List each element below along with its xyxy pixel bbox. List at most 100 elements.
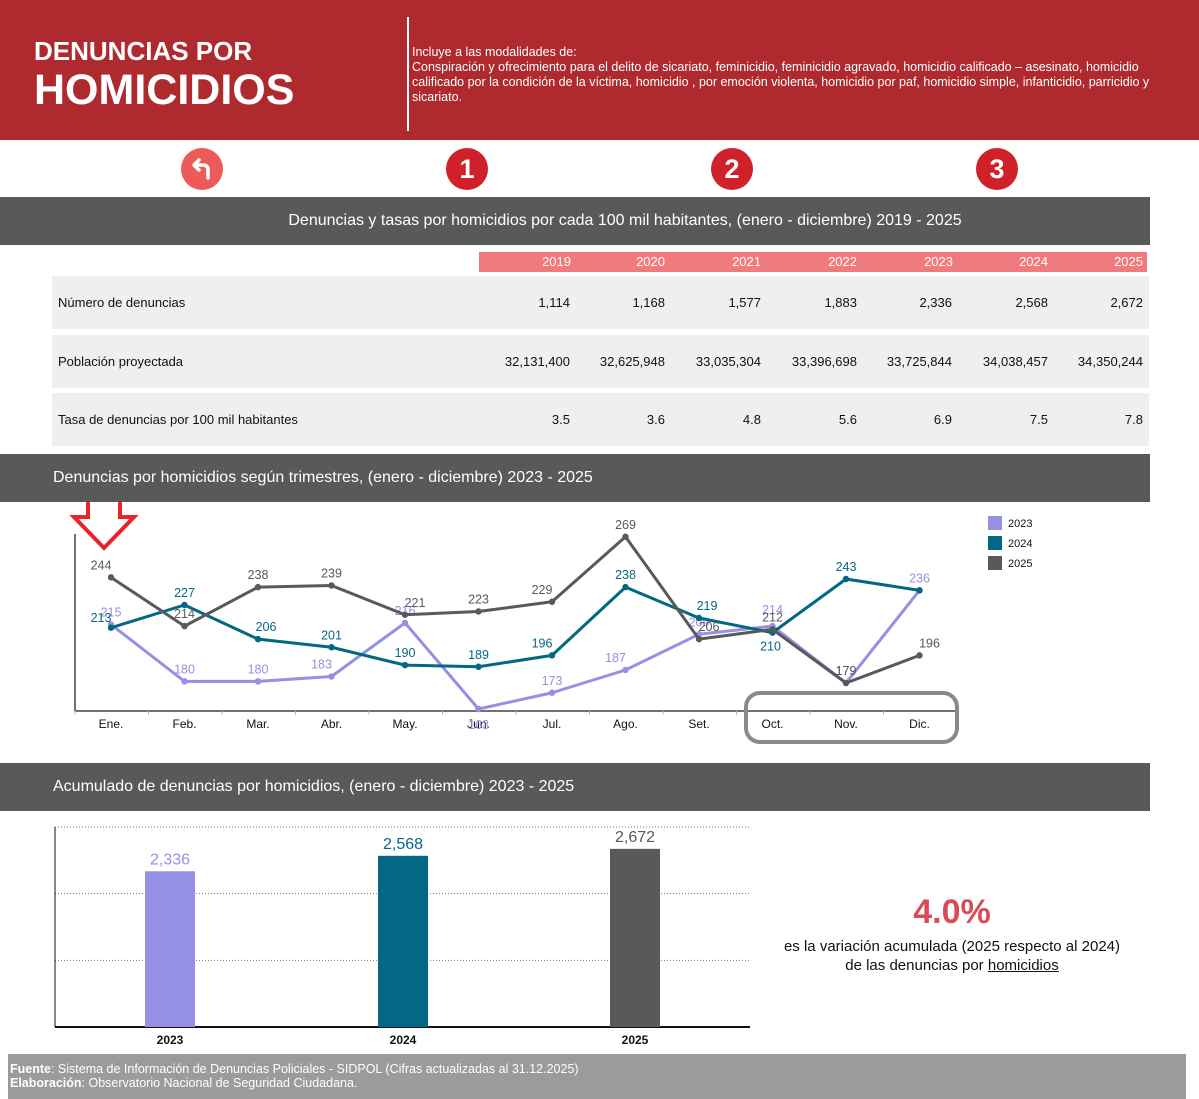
table-cell: 32,131,400 [504, 354, 570, 369]
data-label-2025: 238 [248, 568, 269, 582]
bar-2024 [378, 855, 428, 1027]
data-point-2023 [401, 619, 409, 627]
data-label-2024: 196 [532, 636, 553, 650]
data-point-2025 [548, 598, 556, 605]
table-cell: 7.5 [1029, 412, 1048, 427]
table-cell: 2,568 [1015, 295, 1048, 310]
credit-text: : Observatorio Nacional de Seguridad Ciu… [81, 1076, 358, 1090]
data-label-2024: 190 [395, 646, 416, 660]
data-label-2023: 187 [605, 651, 626, 665]
data-label-2024: 189 [468, 648, 489, 662]
legend-label: 2025 [1008, 558, 1032, 570]
return-arrow-icon [192, 158, 210, 180]
table-cell: 4.8 [742, 412, 761, 427]
data-point-2024 [916, 587, 923, 594]
data-label-2024: 213 [91, 611, 112, 625]
legend-label: 2024 [1008, 538, 1032, 550]
data-label-2023: 163 [468, 718, 489, 732]
x-tick-label: Mar. [246, 717, 269, 731]
table-cell: 1,114 [538, 295, 570, 310]
table-cell: 32,625,948 [599, 354, 665, 369]
data-label-2023: 179 [836, 664, 857, 678]
data-point-2024 [181, 601, 188, 609]
kpi-text-line2: de las denuncias por homicidios [760, 956, 1144, 975]
nav-button-2[interactable]: 2 [711, 148, 753, 190]
back-button[interactable] [181, 148, 223, 190]
data-label-2024: 201 [321, 628, 342, 642]
legend-label: 2023 [1008, 518, 1032, 530]
table-cell: 1,883 [824, 295, 857, 310]
legend-swatch-2025 [988, 556, 1002, 570]
x-tick-label: Ene. [99, 717, 124, 731]
data-point-2025 [622, 533, 629, 540]
data-point-2024 [475, 663, 482, 670]
data-point-2025 [254, 583, 262, 591]
data-label-2023: 173 [542, 674, 563, 688]
series-line-2025 [110, 535, 921, 685]
nav-button-3[interactable]: 3 [976, 148, 1018, 190]
footer-source: Fuente: Sistema de Información de Denunc… [10, 1062, 1184, 1076]
year-header-cell: 2023 [924, 254, 953, 269]
table-cell: 3.6 [646, 412, 665, 427]
x-tick-label: Jul. [543, 717, 562, 731]
table-cell: 1,168 [632, 295, 665, 310]
data-label-2024: 206 [256, 620, 277, 634]
data-point-2025 [842, 679, 850, 687]
data-point-2024 [328, 644, 335, 651]
homicidios-link[interactable]: homicidios [987, 957, 1059, 974]
data-label-2025: 269 [615, 518, 636, 532]
data-label-2023: 183 [311, 658, 332, 672]
data-point-2024 [254, 635, 262, 643]
table-cell: 2,672 [1110, 295, 1143, 310]
data-label-2023: 215 [101, 606, 122, 620]
table-cell: 2,336 [919, 295, 952, 310]
data-point-2023 [622, 666, 629, 674]
data-label-2024: 238 [615, 568, 636, 582]
monthly-section-title: Denuncias por homicidios según trimestre… [0, 454, 1150, 502]
table-cell: 34,038,457 [982, 354, 1048, 369]
data-label-2025: 179 [836, 664, 857, 678]
data-point-2023 [181, 678, 188, 685]
data-label-2024: 219 [697, 599, 718, 613]
data-point-2024 [401, 661, 409, 669]
x-tick-label: Oct. [761, 717, 783, 731]
source-label: Fuente [10, 1062, 51, 1076]
data-point-2024 [695, 614, 703, 622]
data-point-2023 [475, 705, 482, 713]
data-point-2023 [548, 689, 556, 696]
credit-label: Elaboración [10, 1076, 82, 1090]
table-cell: 3.5 [551, 412, 570, 427]
data-point-2025 [401, 611, 409, 618]
data-label-2023: 180 [174, 662, 195, 676]
nav-button-1[interactable]: 1 [446, 148, 488, 190]
table-row: Número de denuncias 1,114 1,168 1,577 1,… [52, 276, 1149, 329]
table-cell: 34,350,244 [1077, 354, 1143, 369]
table-row: Tasa de denuncias por 100 mil habitantes… [52, 393, 1149, 446]
data-label-2025: 221 [405, 596, 426, 610]
description-intro: Incluye a las modalidades de: [412, 45, 577, 59]
x-tick-label: Jun. [467, 717, 490, 731]
data-point-2025 [328, 582, 335, 589]
x-tick-label: 2024 [390, 1033, 417, 1047]
data-label-2023: 214 [762, 603, 783, 617]
data-point-2025 [181, 622, 188, 630]
x-tick-label: 2025 [622, 1033, 649, 1047]
source-text: : Sistema de Información de Denuncias Po… [50, 1062, 579, 1076]
data-point-2023 [254, 678, 262, 685]
row-label: Población proyectada [58, 354, 184, 369]
x-tick-label: 2023 [157, 1033, 184, 1047]
x-tick-label: May. [392, 717, 417, 731]
data-label-2025: 229 [532, 583, 553, 597]
data-label-2023: 180 [248, 662, 269, 676]
year-header-cell: 2022 [828, 254, 857, 269]
data-point-2024 [842, 575, 850, 583]
data-point-2025 [769, 626, 776, 633]
year-header-cell: 2019 [542, 254, 571, 269]
bar-2025 [610, 848, 660, 1027]
data-label-2025: 196 [919, 636, 940, 650]
header-banner: DENUNCIAS POR HOMICIDIOS Incluye a las m… [0, 0, 1199, 140]
data-label-2023: 236 [909, 571, 930, 585]
page-title-small: DENUNCIAS POR [34, 36, 253, 66]
header-description: Incluye a las modalidades de: Conspiraci… [412, 45, 1172, 105]
bar-value-label: 2,568 [383, 836, 423, 853]
